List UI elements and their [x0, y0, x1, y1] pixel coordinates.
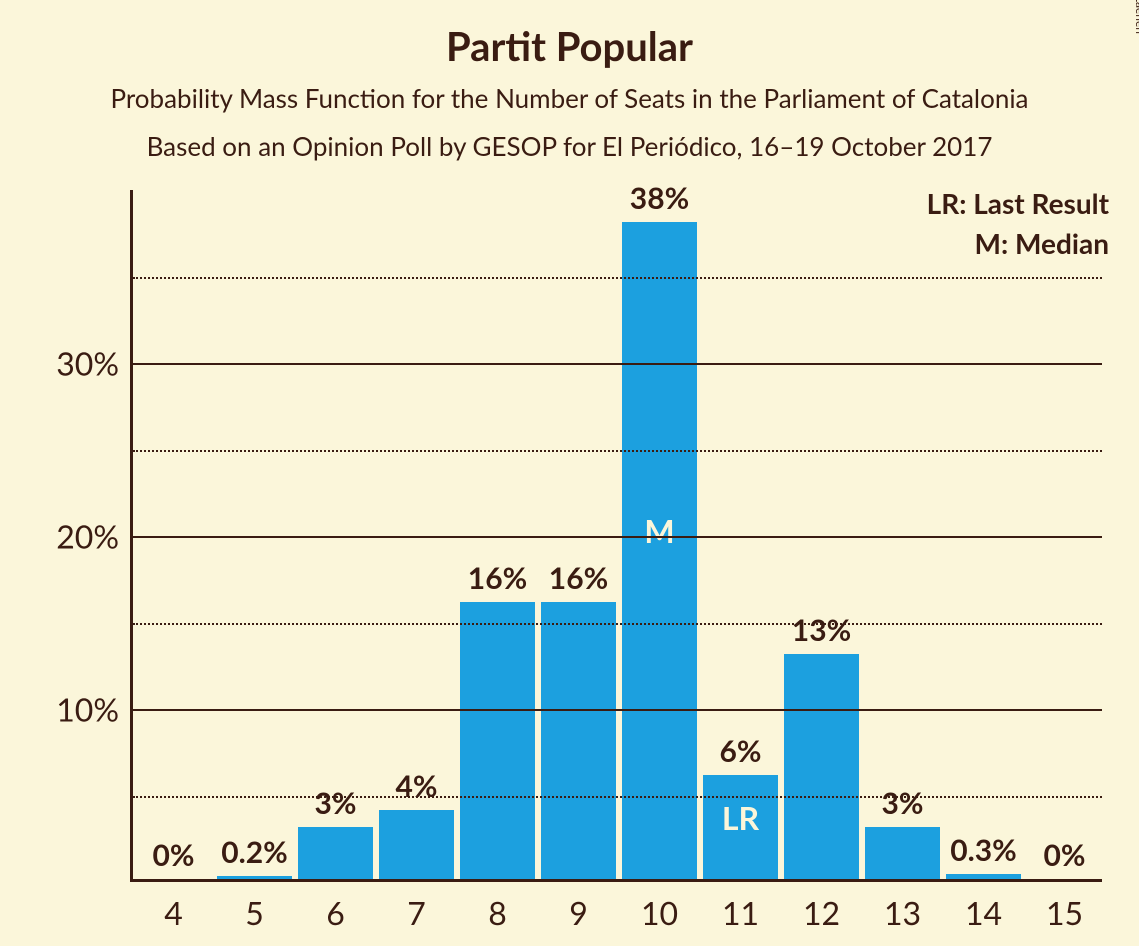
xtick-label: 14 [965, 893, 1002, 932]
xtick-label: 5 [245, 893, 264, 932]
bar-value-label: 0.3% [950, 832, 1017, 868]
xtick-label: 4 [164, 893, 183, 932]
xtick-label: 6 [326, 893, 345, 932]
gridline-minor [133, 623, 1102, 625]
chart-subtitle-1: Probability Mass Function for the Number… [0, 82, 1139, 114]
bar: 16% [541, 602, 616, 879]
bar-value-label: 38% [630, 180, 689, 216]
bar-value-label: 13% [792, 612, 851, 648]
bar-value-label: 0.2% [221, 834, 288, 870]
bar: 16% [460, 602, 535, 879]
bar-annotation: LR [722, 798, 759, 837]
bar-value-label: 4% [395, 768, 437, 804]
gridline-minor [133, 796, 1102, 798]
bar-value-label: 3% [314, 785, 356, 821]
bar-value-label: 0% [152, 837, 194, 873]
bar: 0.3% [946, 874, 1021, 879]
gridline-major [133, 709, 1102, 711]
xtick-label: 9 [569, 893, 588, 932]
bar: 0.2% [217, 876, 292, 879]
xtick-label: 12 [803, 893, 840, 932]
chart-title: Partit Popular [0, 22, 1139, 70]
xtick-label: 15 [1046, 893, 1083, 932]
bar-value-label: 16% [549, 560, 608, 596]
gridline-major [133, 536, 1102, 538]
xtick-label: 13 [884, 893, 921, 932]
bar: 13% [784, 654, 859, 879]
plot-area: 0%0.2%3%4%16%16%38%6%13%3%0.3%0%MLR 10%2… [130, 190, 1102, 882]
bar-value-label: 0% [1043, 837, 1085, 873]
ytick-label: 10% [56, 690, 119, 729]
ytick-label: 20% [56, 517, 119, 556]
copyright-text: © 2017 Filip van Laenen [1133, 0, 1139, 34]
xtick-label: 11 [722, 893, 759, 932]
xtick-label: 7 [407, 893, 426, 932]
bar-value-label: 3% [881, 785, 923, 821]
chart-subtitle-2: Based on an Opinion Poll by GESOP for El… [0, 130, 1139, 162]
gridline-minor [133, 450, 1102, 452]
gridline-major [133, 363, 1102, 365]
bar: 4% [379, 810, 454, 879]
xtick-label: 10 [641, 893, 678, 932]
bar: 3% [865, 827, 940, 879]
bar-annotation: M [644, 511, 674, 550]
gridline-minor [133, 277, 1102, 279]
ytick-label: 30% [56, 344, 119, 383]
xtick-label: 8 [488, 893, 507, 932]
bars-layer: 0%0.2%3%4%16%16%38%6%13%3%0.3%0%MLR [133, 190, 1102, 879]
bar: 3% [298, 827, 373, 879]
bar-value-label: 6% [719, 733, 761, 769]
bar-value-label: 16% [468, 560, 527, 596]
